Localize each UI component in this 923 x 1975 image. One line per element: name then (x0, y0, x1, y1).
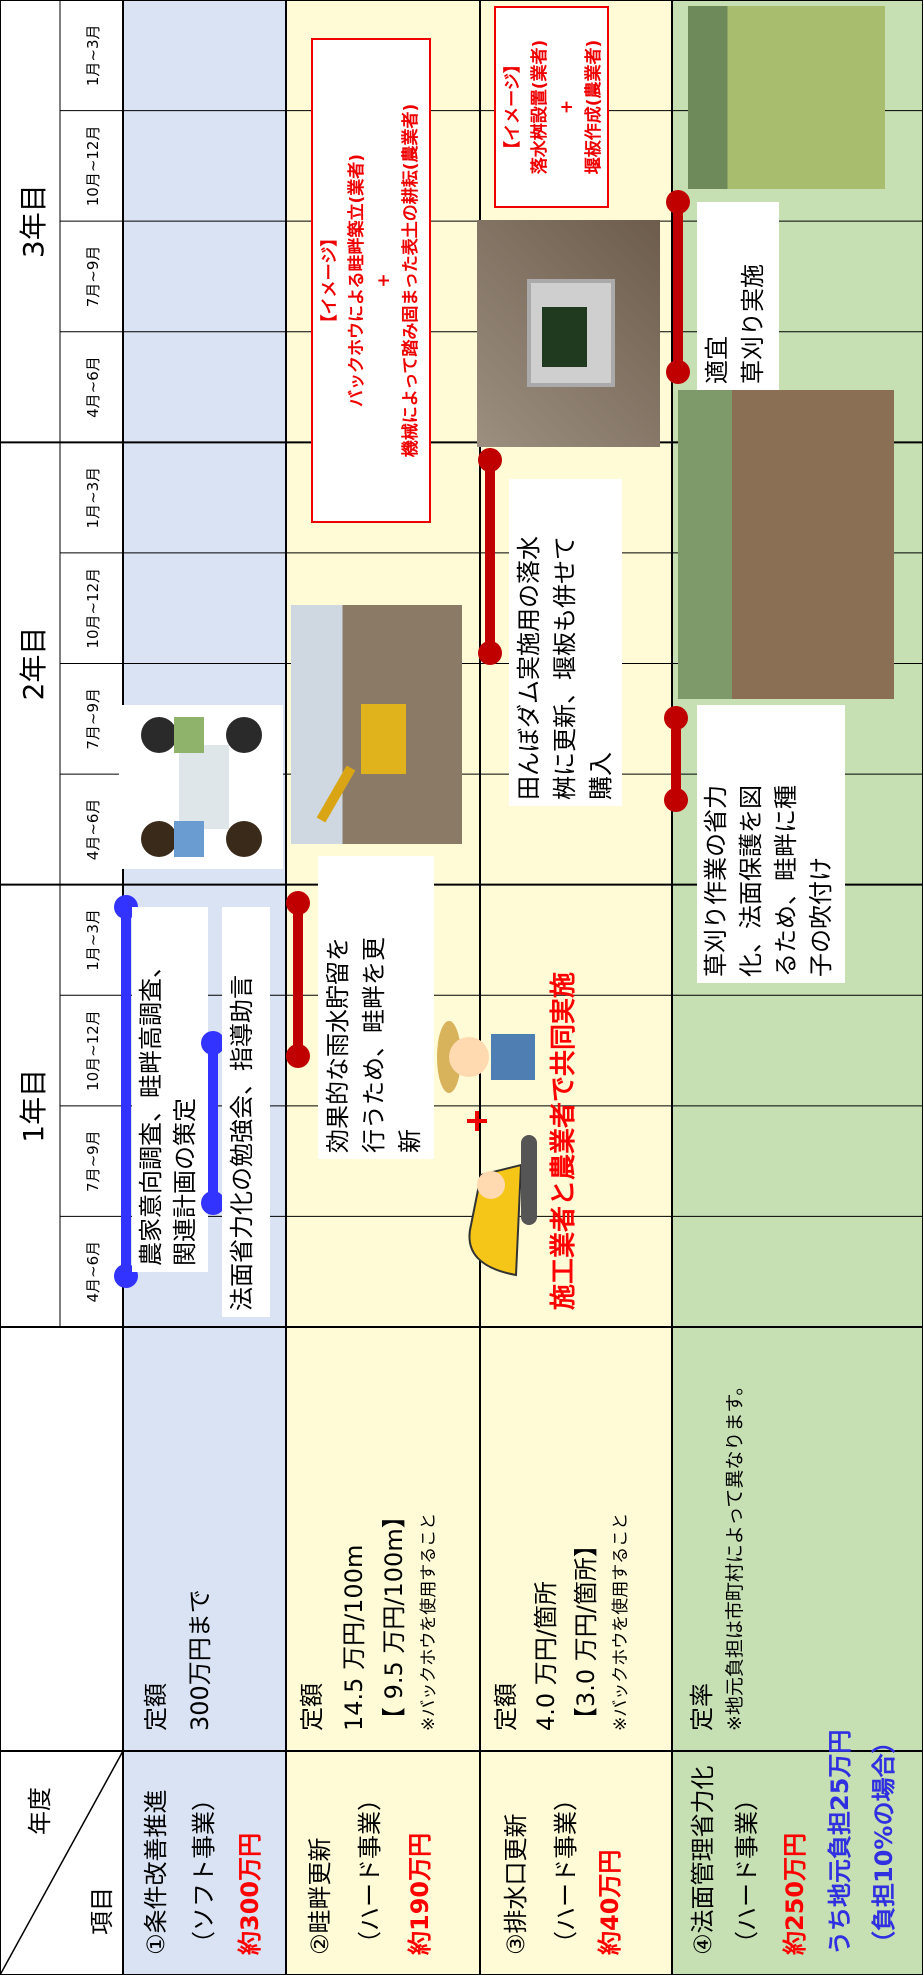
task-text: 関連計画の策定 (171, 1098, 199, 1266)
image-note-text: 機械によって踏み固まった表土の耕耘(農業者) (401, 103, 421, 458)
image-note-text: 堰板作成(農業者) (584, 39, 604, 175)
item: （ソフト事業） (190, 1787, 218, 1955)
image-note-text: + (557, 99, 577, 115)
task-box: 農家意向調査、畦畔高調査、 関連計画の策定 (132, 907, 208, 1272)
month-label: 7月~9月 (84, 245, 102, 308)
corner-year: 年度 (26, 1787, 54, 1835)
month-label: 7月~9月 (84, 687, 102, 750)
bar-end (666, 360, 690, 384)
cost: 約40万円 (596, 1849, 624, 1955)
mowing-photo (688, 6, 885, 189)
bar-end (666, 190, 690, 214)
month-label: 1月~3月 (84, 466, 102, 529)
month-label: 4月~6月 (84, 356, 102, 418)
local-share: （負担10%の場合） (870, 1729, 898, 1955)
task-box: 法面省力化の勉強会、指導助言 (222, 907, 270, 1317)
schedule-bar (485, 460, 495, 653)
year-label: 2年目 (17, 626, 50, 701)
task-box: 草刈り作業の省力 化、法面保護を図 るため、畦畔に種 子の吹付け (697, 705, 845, 983)
bar-end (664, 788, 688, 812)
rate: 定額 (142, 1683, 170, 1731)
image-note-text: バックホウによる畦畔築立(業者) (347, 153, 367, 408)
note: ※バックホウを使用すること (419, 1512, 439, 1731)
task-text: 草刈り作業の省力 (702, 785, 730, 977)
image-note-text: 【イメージ】 (320, 229, 340, 332)
note: ※バックホウを使用すること (611, 1512, 631, 1731)
task-text: 草刈り実施 (739, 264, 767, 384)
month-label: 1月~3月 (84, 909, 102, 971)
task-text: 法面省力化の勉強会、指導助言 (228, 975, 256, 1311)
task-text: 子の吹付け (807, 857, 835, 977)
corner-item: 項目 (88, 1887, 116, 1935)
month-label: 7月~9月 (84, 1130, 102, 1192)
task-box: 効果的な雨水貯留を 行うため、畦畔を更 新 (318, 856, 434, 1159)
task-box: 適宜 草刈り実施 (697, 202, 779, 390)
cost: 約250万円 (781, 1832, 809, 1955)
meeting-illustration (119, 705, 283, 869)
local-share: うち地元負担25万円 (826, 1729, 854, 1955)
task-text: 田んぼダム実施用の落水 (515, 536, 543, 800)
rate: 14.5 万円/100m (340, 1544, 368, 1731)
task-text: 購入 (587, 752, 615, 800)
task-text: 効果的な雨水貯留を (324, 937, 352, 1153)
item: （ハード事業） (356, 1787, 384, 1955)
excavator-photo (291, 605, 462, 844)
image-note: 【イメージ】 バックホウによる畦畔築立(業者) + 機械によって踏み固まった表土… (311, 38, 431, 523)
schedule-bar (121, 907, 131, 1276)
image-note: 【イメージ】 落水桝設置(業者) + 堰板作成(農業者) (494, 6, 609, 208)
month-label: 10月~12月 (84, 125, 102, 207)
rate: 300万円まで (186, 1589, 214, 1731)
item: ①条件改善推進 (142, 1789, 170, 1955)
bar-end (478, 448, 502, 472)
item: ③排水口更新 (502, 1813, 530, 1955)
bar-end (286, 1044, 310, 1068)
month-label: 4月~6月 (84, 798, 102, 861)
schedule-bar (673, 202, 683, 372)
task-text: 農家意向調査、畦畔高調査、 (137, 954, 165, 1266)
bar-end (286, 891, 310, 915)
drain-photo (477, 220, 660, 447)
task-text: 行うため、畦畔を更 (360, 937, 388, 1153)
rate: 【 9.5 万円/100m】 (380, 1504, 408, 1731)
task-text: 化、法面保護を図 (737, 785, 765, 977)
rate: 定額 (298, 1683, 326, 1731)
cost: 約300万円 (236, 1832, 264, 1955)
seeding-photo (678, 390, 894, 699)
rate: 4.0 万円/箇所 (532, 1581, 560, 1731)
image-note-text: + (374, 273, 394, 288)
task-text: るため、畦畔に種 (772, 785, 800, 977)
schedule-bar (208, 1043, 218, 1203)
year-label: 3年目 (17, 184, 50, 259)
month-label: 4月~6月 (84, 1240, 102, 1303)
task-text: 適宜 (703, 336, 731, 384)
rate: 定率 (688, 1683, 716, 1731)
bar-end (664, 706, 688, 730)
task-text: 桝に更新、堰板も併せて (551, 536, 579, 800)
image-note-text: 【イメージ】 (503, 56, 523, 158)
image-note-text: 落水桝設置(業者) (530, 39, 550, 175)
item: ②畦畔更新 (306, 1837, 334, 1955)
item: （ハード事業） (552, 1787, 580, 1955)
cooperation-illustration (437, 1021, 537, 1277)
rate: 【3.0 万円/箇所】 (572, 1533, 600, 1731)
rate: 定額 (492, 1683, 520, 1731)
month-label: 1月~3月 (84, 24, 102, 87)
task-box: 田んぼダム実施用の落水 桝に更新、堰板も併せて 購入 (509, 479, 622, 806)
note: ※地元負担は市町村によって異なります。 (724, 1376, 746, 1731)
item: （ハード事業） (733, 1787, 761, 1955)
cost: 約190万円 (406, 1832, 434, 1955)
corner-diagonal (0, 1750, 124, 1975)
year-label: 1年目 (17, 1068, 50, 1143)
item: ④法面管理省力化 (689, 1765, 717, 1955)
schedule-bar (293, 903, 303, 1056)
bar-end (478, 641, 502, 665)
joint-note: 施工業者と農業者で共同実施 (549, 971, 579, 1310)
month-label: 10月~12月 (84, 567, 102, 649)
month-label: 10月~12月 (84, 1010, 102, 1091)
